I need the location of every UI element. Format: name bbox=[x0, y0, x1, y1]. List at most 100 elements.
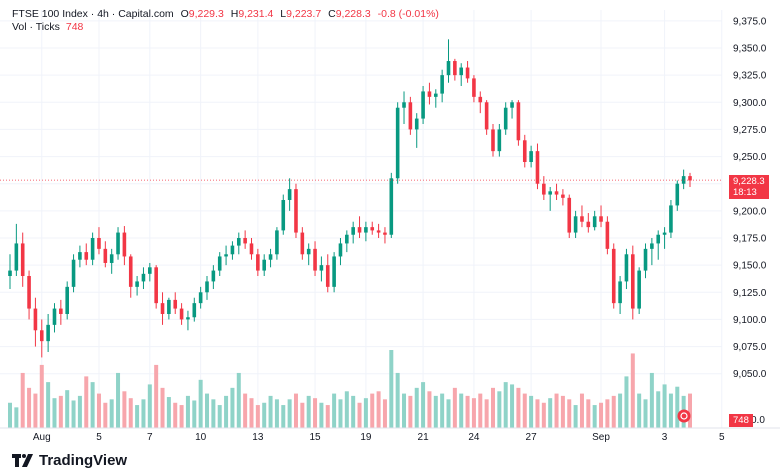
candle bbox=[548, 186, 552, 211]
volume-bar bbox=[313, 398, 318, 428]
candle bbox=[383, 227, 387, 244]
x-tick-label: 3 bbox=[662, 432, 668, 443]
y-axis[interactable]: 9,050.0 9,075.0 9,100.0 9,125.0 9,150.0 9,175… bbox=[733, 16, 767, 426]
candle bbox=[116, 227, 120, 260]
volume-bar bbox=[33, 393, 38, 428]
volume-bar bbox=[58, 395, 63, 428]
candle-body bbox=[338, 243, 343, 257]
candle-body bbox=[497, 129, 502, 152]
candle bbox=[681, 169, 686, 190]
candle-body bbox=[503, 107, 508, 130]
candle-body bbox=[465, 67, 470, 79]
candlestick-series bbox=[8, 39, 692, 358]
volume-bar bbox=[662, 384, 667, 428]
candle-body bbox=[522, 140, 527, 162]
volume-bar bbox=[20, 372, 25, 428]
x-axis[interactable]: Aug 5 7 10 13 15 19 21 24 27 Sep 3 5 bbox=[33, 432, 725, 443]
volume-bar bbox=[402, 393, 407, 428]
volume-bar bbox=[510, 384, 515, 428]
volume-bar bbox=[351, 395, 356, 428]
volume-bar bbox=[300, 402, 305, 428]
volume-bar bbox=[281, 405, 286, 428]
volume-bar bbox=[465, 395, 470, 428]
candle bbox=[275, 227, 279, 260]
volume-bar bbox=[382, 399, 387, 428]
volume-bar bbox=[554, 393, 559, 428]
candle bbox=[395, 102, 400, 184]
candle-body bbox=[561, 194, 565, 198]
candle-body bbox=[33, 308, 38, 331]
candle-body bbox=[472, 78, 476, 97]
candle-body bbox=[637, 270, 641, 309]
candle bbox=[631, 245, 635, 320]
candle-body bbox=[580, 216, 584, 222]
candle-body bbox=[27, 276, 31, 309]
volume-bar bbox=[262, 402, 267, 428]
volume-bar bbox=[141, 399, 146, 428]
y-tick-label: 9,350.0 bbox=[733, 44, 767, 55]
volume-bar bbox=[166, 397, 171, 428]
y-tick-label: 9,175.0 bbox=[733, 234, 767, 245]
high-value: 9,231.4 bbox=[238, 8, 274, 20]
volume-bar bbox=[649, 372, 654, 428]
candle-body bbox=[427, 91, 432, 97]
symbol-title[interactable]: FTSE 100 Index · 4h · Capital.com bbox=[12, 8, 174, 20]
candle bbox=[586, 213, 591, 233]
candle bbox=[27, 270, 31, 320]
candle-body bbox=[592, 216, 597, 228]
y-tick-label: 9,150.0 bbox=[733, 261, 767, 272]
candle bbox=[516, 100, 521, 146]
volume-bar bbox=[363, 398, 368, 428]
candle-body bbox=[535, 151, 540, 184]
x-tick-label: 27 bbox=[526, 432, 538, 443]
volume-bar bbox=[249, 398, 254, 428]
settings-icon[interactable] bbox=[677, 409, 691, 423]
candle bbox=[459, 63, 464, 86]
current-price-label: 9,228.3 bbox=[733, 176, 765, 187]
candle-body bbox=[414, 118, 419, 130]
x-tick-label: 5 bbox=[96, 432, 102, 443]
candle-body bbox=[236, 238, 241, 246]
candle bbox=[287, 178, 292, 211]
y-tick-label: 9,050.0 bbox=[733, 369, 767, 380]
volume-bar bbox=[230, 387, 235, 428]
volume-bar bbox=[243, 393, 248, 428]
volume-label[interactable]: Vol · Ticks bbox=[12, 21, 60, 33]
high-label: H bbox=[230, 8, 239, 20]
candle-body bbox=[370, 227, 375, 231]
y-tick-label: 9,250.0 bbox=[733, 152, 767, 163]
candle bbox=[243, 230, 247, 249]
volume-bar bbox=[128, 398, 133, 428]
tradingview-logo[interactable]: TradingView bbox=[12, 452, 127, 469]
volume-bar bbox=[147, 384, 152, 428]
x-tick-label: Sep bbox=[592, 432, 610, 443]
candle-body bbox=[294, 189, 298, 233]
candle-body bbox=[357, 227, 362, 233]
candle bbox=[224, 245, 228, 266]
candle bbox=[675, 180, 680, 211]
candle bbox=[338, 238, 343, 266]
candle-body bbox=[52, 308, 57, 325]
y-tick-label: 9,100.0 bbox=[733, 315, 767, 326]
candle-body bbox=[440, 75, 444, 94]
volume-bar bbox=[39, 364, 44, 428]
candle bbox=[52, 303, 57, 333]
candle bbox=[510, 100, 514, 119]
volume-bar bbox=[77, 395, 82, 428]
volume-bar bbox=[192, 400, 197, 428]
candle-body bbox=[548, 191, 552, 195]
volume-bar bbox=[65, 390, 70, 428]
candle-body bbox=[433, 93, 438, 97]
candle-body bbox=[65, 286, 69, 314]
candle-body bbox=[39, 330, 44, 342]
volume-bar bbox=[433, 395, 438, 428]
candle bbox=[173, 292, 178, 314]
volume-bar bbox=[332, 393, 337, 428]
candle bbox=[135, 276, 139, 296]
candle bbox=[611, 243, 616, 309]
candle bbox=[8, 254, 12, 290]
candle bbox=[20, 232, 25, 287]
volume-bar bbox=[96, 393, 101, 428]
volume-bar bbox=[109, 399, 114, 428]
